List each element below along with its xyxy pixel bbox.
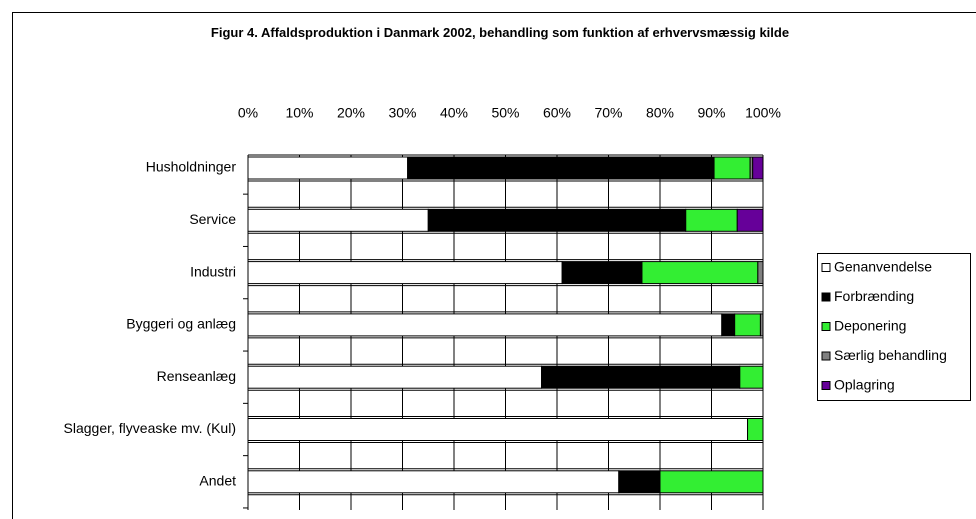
y-tick-label: Slagger, flyveaske mv. (Kul) <box>64 420 236 436</box>
x-tick-label: 90% <box>697 105 725 121</box>
legend-label: Oplagring <box>834 377 895 393</box>
bar-segment <box>247 365 543 389</box>
bar-segment <box>247 313 723 337</box>
y-tick-label: Husholdninger <box>146 159 237 175</box>
bar-segment <box>247 208 429 232</box>
y-tick-label: Andet <box>199 473 236 489</box>
chart-title: Figur 4. Affaldsproduktion i Danmark 200… <box>210 25 790 40</box>
bar-segment <box>713 156 751 180</box>
x-tick-label: 0% <box>238 105 258 121</box>
bar-segment <box>757 261 764 285</box>
legend-label: Særlig behandling <box>834 347 947 363</box>
x-tick-label: 30% <box>388 105 416 121</box>
legend-label: Deponering <box>834 318 906 334</box>
x-tick-label: 50% <box>491 105 519 121</box>
legend-swatch <box>821 381 831 390</box>
bar-segment <box>561 261 643 285</box>
x-tick-label: 10% <box>285 105 313 121</box>
legend-box <box>817 253 971 401</box>
bar-segment <box>407 156 715 180</box>
x-tick-label: 60% <box>543 105 571 121</box>
y-tick-label: Industri <box>190 263 236 279</box>
bar-segment <box>541 365 741 389</box>
bar-segment <box>736 208 764 232</box>
legend-swatch <box>821 322 831 331</box>
y-tick-label: Renseanlæg <box>157 368 236 384</box>
bar-segment <box>247 261 563 285</box>
bar-segment <box>247 470 620 494</box>
bar-segment <box>685 208 738 232</box>
x-tick-label: 20% <box>337 105 365 121</box>
legend-label: Forbrænding <box>834 288 914 304</box>
bar-segment <box>618 470 661 494</box>
legend-swatch <box>821 263 831 272</box>
y-tick-label: Byggeri og anlæg <box>126 316 236 332</box>
bar-segment <box>721 313 736 337</box>
bar-segment <box>247 418 749 441</box>
bar-segment <box>752 156 764 180</box>
bar-segment <box>747 418 764 441</box>
legend-swatch <box>821 351 831 361</box>
legend-label: Genanvendelse <box>834 259 932 275</box>
bar-segment <box>247 156 409 180</box>
x-tick-label: 100% <box>745 105 781 121</box>
bar-segment <box>641 261 759 285</box>
bar-segment <box>739 365 764 389</box>
y-tick-label: Service <box>189 211 236 227</box>
x-tick-label: 70% <box>594 105 622 121</box>
frame <box>12 12 976 519</box>
bar-segment <box>734 313 761 337</box>
bar-segment <box>759 313 764 337</box>
x-tick-label: 40% <box>440 105 468 121</box>
bar-segment <box>427 208 687 232</box>
legend-swatch <box>821 292 831 302</box>
bar-segment <box>659 470 764 494</box>
x-tick-label: 80% <box>646 105 674 121</box>
